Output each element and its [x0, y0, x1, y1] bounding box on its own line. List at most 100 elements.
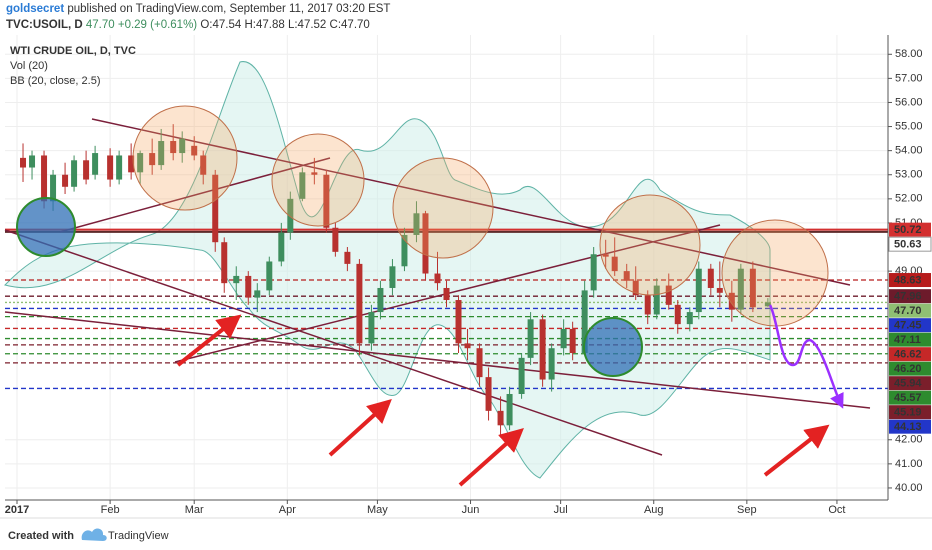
candle-body [506, 393, 513, 426]
arrow [763, 424, 830, 477]
candle-body [158, 141, 165, 166]
price-tag [889, 405, 931, 420]
change: +0.29 (+0.61%) [118, 19, 197, 31]
y-tick-label: 57.00 [895, 72, 923, 84]
circle [392, 157, 494, 259]
y-tick-label: 42.00 [895, 434, 923, 446]
candle-body [455, 300, 462, 344]
footer-created: Created with [8, 530, 74, 542]
candle-body [50, 174, 57, 202]
price-tag [889, 222, 931, 237]
price-tag-label: 50.63 [894, 239, 922, 251]
price-tag [889, 303, 931, 318]
chart-title: WTI CRUDE OIL, D, TVC [10, 45, 136, 57]
candle-body [266, 261, 273, 291]
price-tag-label: 44.13 [894, 421, 922, 433]
circle [583, 317, 643, 377]
price-tag-label: 47.96 [894, 291, 922, 303]
candle-body [674, 304, 681, 325]
price-tag [889, 332, 931, 347]
candle-body [707, 268, 714, 288]
candle-body [332, 227, 339, 252]
arrows [176, 314, 830, 487]
y-tick-label: 52.00 [895, 193, 923, 205]
y-tick-label: 54.00 [895, 145, 923, 157]
candle-body [212, 174, 219, 243]
candle-body [728, 292, 735, 310]
published: published on TradingView.com, September … [67, 3, 390, 15]
candle-body [581, 290, 588, 354]
high: H:47.88 [244, 19, 284, 31]
author: goldsecret [6, 3, 64, 15]
candle-body [62, 174, 69, 187]
circle [721, 219, 829, 327]
trend-line [4, 311, 871, 409]
axes: 40.0041.0042.0049.0051.0052.0053.0054.00… [5, 48, 923, 516]
price-tag [889, 318, 931, 333]
y-tick-label: 58.00 [895, 48, 923, 60]
trend-line [91, 118, 851, 286]
candle-body [464, 343, 471, 349]
candle-body [548, 348, 555, 380]
price-tag-label: 47.11 [894, 334, 921, 346]
candle-body [128, 155, 135, 173]
candle-body [107, 155, 114, 180]
price-tag [889, 289, 931, 304]
candle-body [200, 155, 207, 175]
arrow [328, 398, 392, 457]
candle-body [92, 153, 99, 175]
candle-body [116, 155, 123, 180]
trend-line [4, 229, 663, 456]
candle-body [485, 377, 492, 411]
candle-body [254, 290, 261, 298]
open: O:47.54 [200, 19, 242, 31]
candle-body [356, 263, 363, 344]
projection-path [768, 304, 844, 409]
candle-body [764, 302, 771, 307]
candle-body [179, 138, 186, 154]
candle-body [278, 232, 285, 262]
y-tick-label: 55.00 [895, 120, 923, 132]
candle-body [476, 348, 483, 378]
candle-body [497, 410, 504, 426]
price-tag [889, 419, 931, 434]
y-tick-label: 40.00 [895, 482, 923, 494]
last: 47.70 [86, 19, 115, 31]
candle-body [377, 287, 384, 313]
candle-body [602, 254, 609, 257]
candle-body [527, 319, 534, 358]
price-tag [889, 347, 931, 362]
price-tag-label: 48.63 [894, 274, 922, 286]
candle-body [170, 141, 177, 154]
candle-body [539, 319, 546, 380]
circle [271, 133, 365, 227]
symbol: TVC:USOIL, D [6, 19, 83, 31]
x-tick-label: Mar [185, 504, 204, 516]
x-tick-label: Aug [644, 504, 664, 516]
price-tag-label: 45.19 [894, 407, 922, 419]
candle-body [344, 251, 351, 264]
candle-body [443, 287, 450, 301]
candle-body [749, 268, 756, 308]
circle [16, 197, 76, 257]
candle-body [434, 273, 441, 284]
candle-body [653, 285, 660, 315]
x-tick-label: Feb [101, 504, 120, 516]
candle-body [221, 242, 228, 284]
highlight-circles [132, 105, 829, 327]
candle-body [137, 153, 144, 173]
footer-brand: TradingView [108, 530, 169, 542]
candles [20, 124, 771, 438]
candle-body [590, 254, 597, 291]
price-tag [889, 390, 931, 405]
candle-body [311, 172, 318, 175]
candle-body [569, 328, 576, 354]
candle-body [287, 198, 294, 233]
indicator: BB (20, close, 2.5) [10, 75, 101, 87]
price-tags: 50.72 50.63 48.63 47.96 47.70 47.45 47.11 46.62… [888, 222, 932, 434]
price-tag-label: 45.94 [894, 378, 922, 390]
candle-body [611, 256, 618, 272]
logo [81, 528, 107, 541]
candle-body [518, 357, 525, 394]
